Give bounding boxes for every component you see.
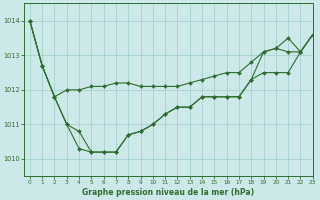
X-axis label: Graphe pression niveau de la mer (hPa): Graphe pression niveau de la mer (hPa) xyxy=(82,188,254,197)
